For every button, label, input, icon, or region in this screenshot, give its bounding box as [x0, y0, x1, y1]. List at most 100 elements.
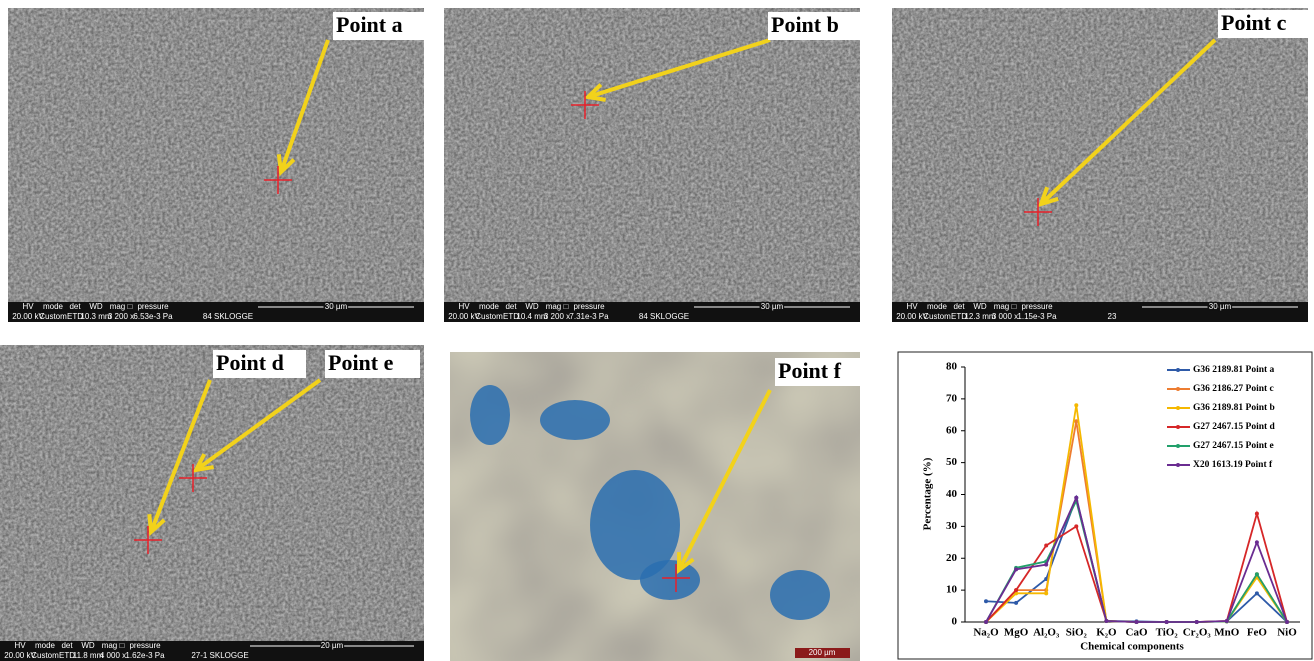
- point: [984, 620, 988, 624]
- point-label: Point c: [1221, 10, 1287, 35]
- info-header: HV: [14, 641, 26, 650]
- y-tick-label: 40: [946, 488, 958, 500]
- point: [1044, 591, 1048, 595]
- legend-marker: [1176, 368, 1180, 372]
- x-tick-label: NiO: [1277, 627, 1297, 639]
- y-axis-label: Percentage (%): [922, 457, 934, 530]
- scale-label: 30 µm: [325, 302, 348, 311]
- info-header: mag □: [994, 302, 1017, 311]
- legend-label: G27 2467.15 Point d: [1193, 422, 1276, 432]
- scale-label: 20 µm: [321, 641, 344, 650]
- y-tick-label: 80: [946, 361, 958, 373]
- info-header: mag □: [110, 302, 133, 311]
- point-label: Point b: [771, 12, 839, 37]
- x-tick-label: TiO₂: [1156, 627, 1179, 639]
- info-header: mode: [479, 302, 500, 311]
- point: [1014, 588, 1018, 592]
- pore: [640, 560, 700, 600]
- point: [1195, 620, 1199, 624]
- legend-marker: [1176, 425, 1180, 429]
- scale-label: 30 µm: [1209, 302, 1232, 311]
- info-header: pressure: [573, 302, 605, 311]
- legend-marker: [1176, 406, 1180, 410]
- image: [892, 8, 1308, 322]
- info-value: 3 200 x: [108, 312, 134, 321]
- point: [1285, 620, 1289, 624]
- info-value: 84 SKLOGGE: [203, 312, 253, 321]
- info-value: 1.62e-3 Pa: [125, 651, 165, 660]
- pore: [470, 385, 510, 445]
- info-value: 4 000 x: [100, 651, 126, 660]
- point: [1014, 567, 1018, 571]
- point: [1225, 619, 1229, 623]
- legend-marker: [1176, 463, 1180, 467]
- info-header: pressure: [129, 641, 161, 650]
- point: [1044, 563, 1048, 567]
- x-tick-label: Al₂O₃: [1033, 627, 1060, 639]
- point-label: Point a: [336, 12, 403, 37]
- pore: [540, 400, 610, 440]
- info-header: det: [953, 302, 965, 311]
- info-value: Custom: [923, 312, 951, 321]
- info-header: pressure: [1021, 302, 1053, 311]
- point: [1014, 601, 1018, 605]
- info-value: Custom: [31, 651, 59, 660]
- x-tick-label: MgO: [1004, 627, 1029, 639]
- x-tick-label: MnO: [1214, 627, 1240, 639]
- info-header: mode: [927, 302, 948, 311]
- info-header: HV: [22, 302, 34, 311]
- point: [1255, 572, 1259, 576]
- point: [1165, 620, 1169, 624]
- y-tick-label: 10: [946, 584, 958, 596]
- info-header: HV: [906, 302, 918, 311]
- point: [1074, 496, 1078, 500]
- y-tick-label: 20: [946, 552, 958, 564]
- page: {"panels":[ {"label":"Point a","info_bar…: [0, 0, 1314, 661]
- info-header: det: [505, 302, 517, 311]
- info-header: WD: [89, 302, 103, 311]
- legend-label: G36 2189.81 Point a: [1193, 365, 1275, 375]
- x-tick-label: Cr₂O₃: [1183, 627, 1212, 639]
- point: [1074, 403, 1078, 407]
- figure: HVmodedetWDmag □pressure20.00 kVCustomET…: [0, 0, 1314, 661]
- point: [1135, 620, 1139, 624]
- legend-label: G36 2186.27 Point c: [1193, 384, 1274, 394]
- x-tick-label: SiO₂: [1066, 627, 1088, 639]
- y-tick-label: 30: [946, 520, 958, 532]
- pore: [770, 570, 830, 620]
- scale-label: 30 µm: [761, 302, 784, 311]
- info-header: WD: [81, 641, 95, 650]
- info-header: mode: [35, 641, 56, 650]
- y-tick-label: 50: [946, 456, 958, 468]
- legend-label: G27 2467.15 Point e: [1193, 441, 1274, 451]
- point-label: Point e: [328, 350, 394, 375]
- info-header: mag □: [102, 641, 125, 650]
- info-header: HV: [458, 302, 470, 311]
- info-header: pressure: [137, 302, 169, 311]
- point: [1255, 540, 1259, 544]
- info-value: Custom: [39, 312, 67, 321]
- legend-marker: [1176, 444, 1180, 448]
- point-label: Point f: [778, 358, 842, 383]
- y-tick-label: 0: [952, 616, 958, 628]
- y-tick-label: 70: [946, 392, 958, 404]
- x-tick-label: CaO: [1126, 627, 1148, 639]
- image: [0, 345, 424, 661]
- info-value: 23: [1108, 312, 1117, 321]
- info-value: 3 200 x: [544, 312, 570, 321]
- image: [8, 8, 424, 322]
- point: [984, 599, 988, 603]
- legend-marker: [1176, 387, 1180, 391]
- x-tick-label: Na₂O: [973, 627, 999, 639]
- info-value: 84 SKLOGGE: [639, 312, 689, 321]
- x-tick-label: FeO: [1247, 627, 1268, 639]
- info-value: 27-1 SKLOGGE: [191, 651, 248, 660]
- info-header: WD: [525, 302, 539, 311]
- legend-label: G36 2189.81 Point b: [1193, 403, 1275, 413]
- x-axis-label: Chemical components: [1080, 641, 1184, 653]
- info-value: 6.53e-3 Pa: [133, 312, 173, 321]
- info-header: mode: [43, 302, 64, 311]
- info-header: WD: [973, 302, 987, 311]
- info-value: 1.15e-3 Pa: [1017, 312, 1057, 321]
- info-value: 3 000 x: [992, 312, 1018, 321]
